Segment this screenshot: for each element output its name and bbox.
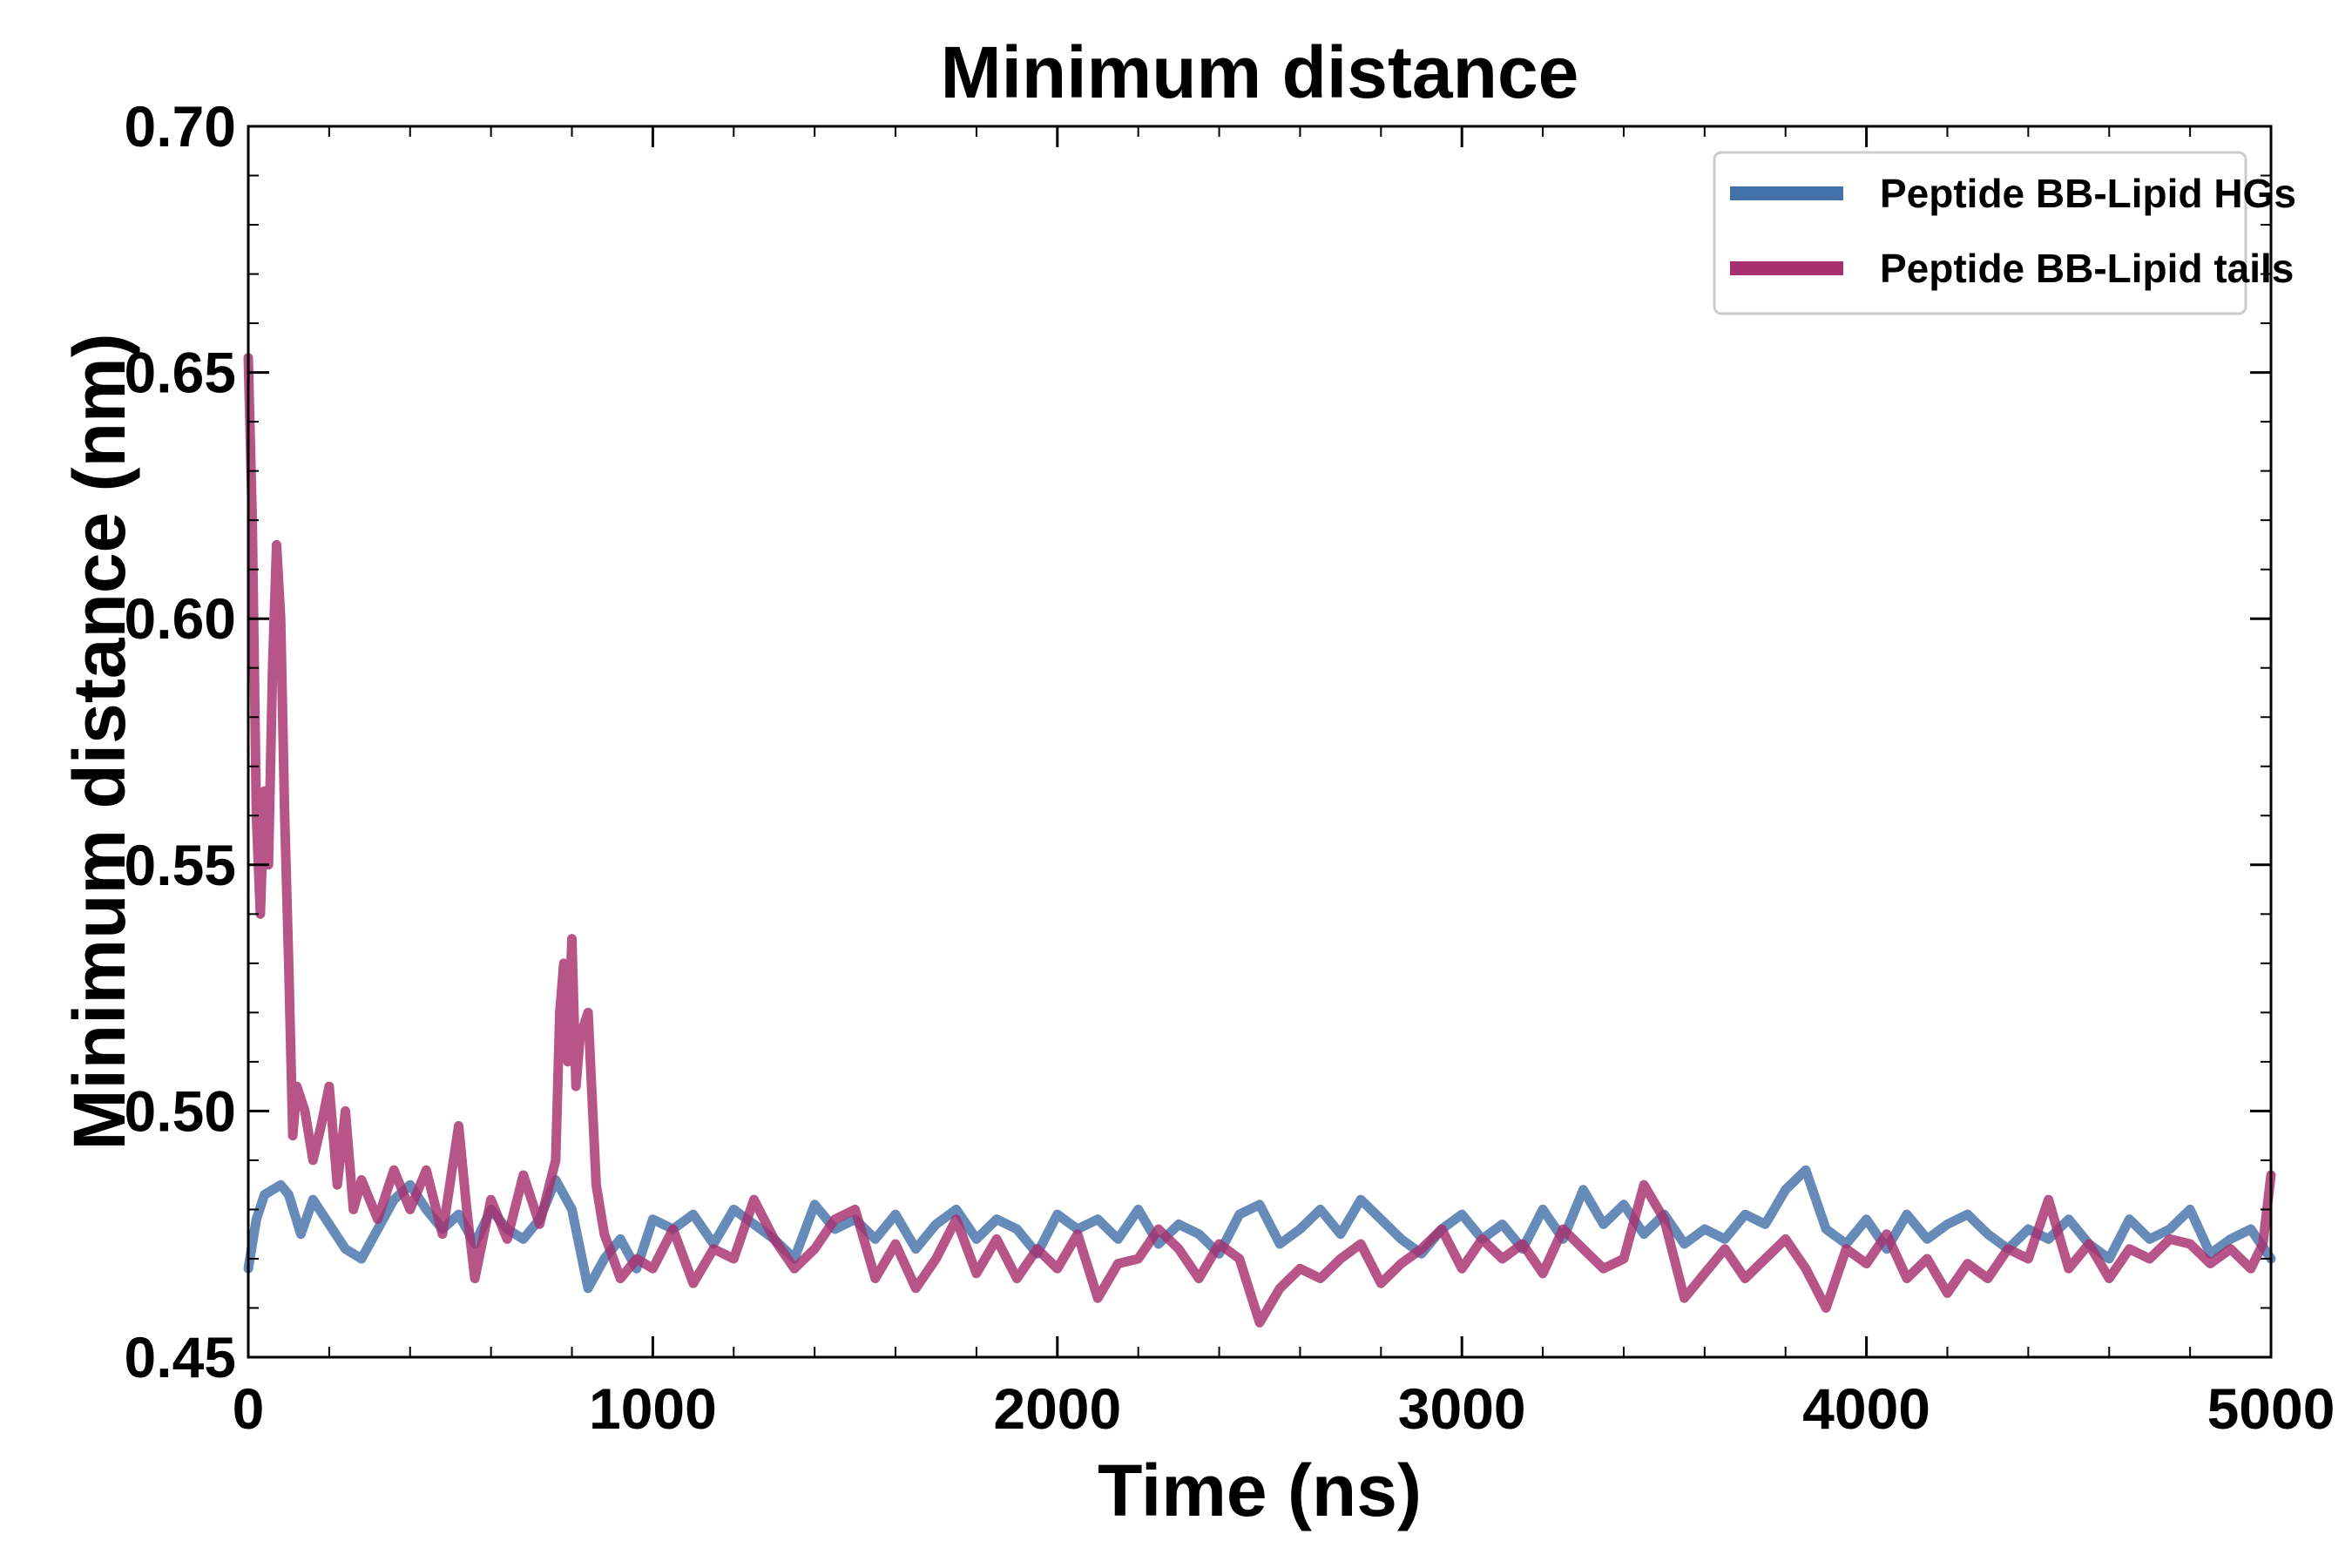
x-tick-label: 1000 (589, 1376, 717, 1441)
tick-layer: 0 1000 2000 3000 4000 5000 0.45 0.50 0.55 0.60 0.6… (125, 94, 2335, 1441)
y-tick-label: 0.55 (125, 833, 236, 897)
y-tick-label: 0.65 (125, 341, 236, 405)
plot-frame (247, 125, 2273, 1359)
legend-label-2: Peptide BB-Lipid tails (1880, 246, 2294, 291)
chart-title: Minimum distance (941, 31, 1579, 113)
series-line-2 (243, 353, 2276, 1328)
x-tick-label: 0 (233, 1376, 265, 1441)
x-axis-label: Time (ns) (1098, 1450, 1422, 1531)
y-tick-label: 0.45 (125, 1325, 236, 1389)
legend: Peptide BB-Lipid HGs Peptide BB-Lipid tai… (1713, 151, 2296, 315)
legend-box (1713, 151, 2247, 315)
x-tick-label: 3000 (1398, 1376, 1526, 1441)
x-tick-label: 5000 (2207, 1376, 2335, 1441)
y-tick-label: 0.50 (125, 1078, 236, 1143)
y-tick-label: 0.60 (125, 586, 236, 651)
x-tick-label: 2000 (993, 1376, 1121, 1441)
legend-label-1: Peptide BB-Lipid HGs (1880, 171, 2296, 216)
y-axis-label: Minimum distance (nm) (58, 333, 140, 1150)
x-tick-label: 4000 (1802, 1376, 1930, 1441)
y-tick-label: 0.70 (125, 94, 236, 159)
series-layer (243, 353, 2276, 1328)
